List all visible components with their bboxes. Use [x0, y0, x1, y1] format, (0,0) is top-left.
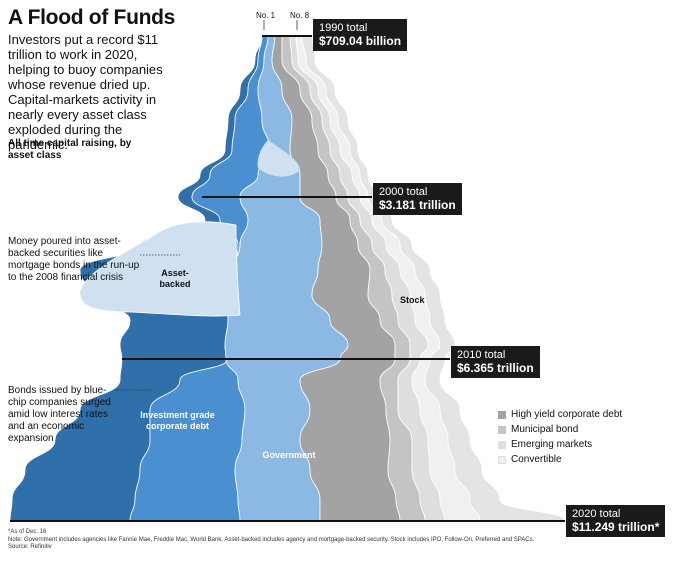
total-box-2020: 2020 total $11.249 trillion* [566, 505, 666, 537]
legend-item: High yield corporate debt [498, 407, 622, 422]
legend-item: Municipal bond [498, 422, 622, 437]
footnote-asof: *As of Dec. 16 [8, 529, 47, 535]
legend-label: Convertible [511, 454, 562, 465]
chart-label: All time capital raising, by asset class [8, 138, 132, 161]
legend-swatch [498, 410, 506, 419]
footnote-note: Note: Government includes agencies like … [8, 536, 535, 543]
legend-item: Convertible [498, 452, 622, 467]
chart-title: A Flood of Funds [8, 6, 176, 29]
legend-label: High yield corporate debt [511, 409, 623, 420]
stream-highlight [257, 140, 300, 177]
legend-swatch [498, 440, 506, 449]
total-value-2010: $6.365 trillion [457, 361, 534, 375]
total-box-2000: 2000 total $3.181 trillion [373, 183, 462, 215]
annotation-asset-backed: Money poured into asset-backed securitie… [8, 236, 140, 283]
label-government: Government [262, 450, 316, 460]
total-value-1990: $709.04 billion [319, 34, 402, 48]
total-year-2000: 2000 total [379, 186, 428, 198]
rank-label-eighth: No. 8 [290, 11, 310, 20]
year-lines [10, 20, 565, 522]
total-box-2010: 2010 total $6.365 trillion [451, 346, 540, 378]
rank-label-first: No. 1 [256, 11, 276, 20]
total-year-2020: 2020 total [572, 508, 621, 520]
label-asset-backed: Asset-backed [159, 268, 191, 289]
total-value-2000: $3.181 trillion [379, 198, 456, 212]
legend-label: Municipal bond [511, 424, 579, 435]
chart-subtitle: Investors put a record $11 trillion to w… [8, 32, 163, 152]
label-stock: Stock [400, 295, 425, 305]
legend: High yield corporate debt Municipal bond… [498, 407, 622, 467]
legend-item: Emerging markets [498, 437, 622, 452]
annotation-corporate: Bonds issued by blue-chip companies surg… [8, 385, 111, 444]
label-investment-grade: Investment grade corporate debt [140, 410, 215, 431]
footnote-source: Source: Refinitiv [8, 544, 52, 550]
total-year-2010: 2010 total [457, 349, 506, 361]
legend-label: Emerging markets [511, 439, 593, 450]
total-box-1990: 1990 total $709.04 billion [313, 19, 408, 51]
legend-swatch [498, 455, 506, 464]
legend-swatch [498, 425, 506, 434]
total-value-2020: $11.249 trillion* [572, 520, 660, 534]
footnotes: *As of Dec. 16 Note: Government includes… [8, 529, 568, 552]
total-year-1990: 1990 total [319, 22, 368, 34]
stream-asset-backed [79, 221, 241, 317]
